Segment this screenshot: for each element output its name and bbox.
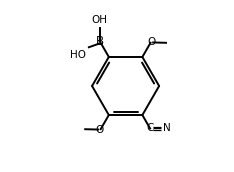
Text: N: N: [163, 123, 171, 133]
Text: HO: HO: [70, 50, 86, 60]
Text: O: O: [147, 37, 156, 47]
Text: C: C: [146, 123, 154, 133]
Text: B: B: [96, 35, 104, 48]
Text: OH: OH: [92, 15, 108, 25]
Text: O: O: [96, 125, 104, 135]
